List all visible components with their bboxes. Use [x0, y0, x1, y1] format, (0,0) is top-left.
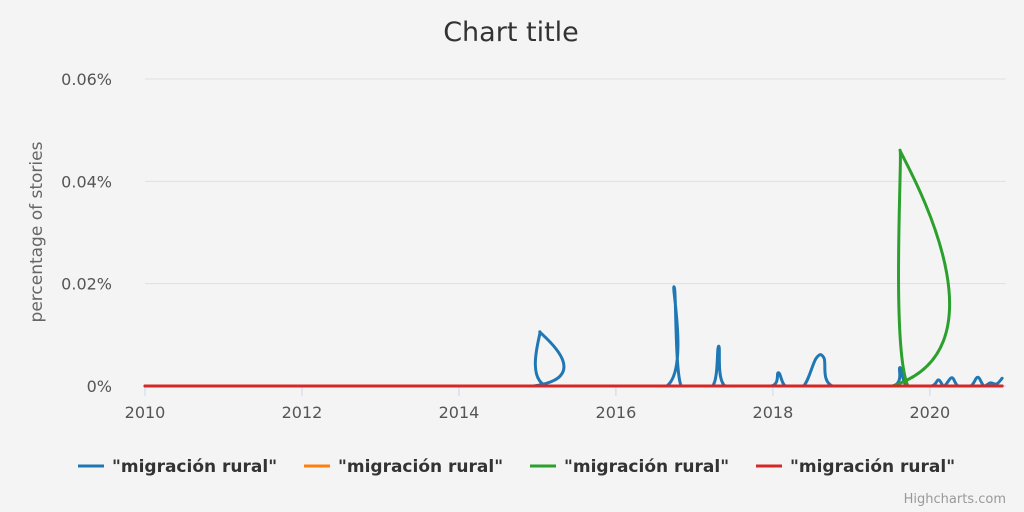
y-tick-label: 0.06% [61, 70, 112, 89]
y-tick-label: 0.02% [61, 275, 112, 294]
gridlines [145, 78, 1006, 387]
legend-item-2[interactable]: "migración rural" [304, 457, 503, 477]
credits-link[interactable]: Highcharts.com [904, 492, 1006, 507]
series-line-1[interactable] [143, 285, 1004, 388]
legend-label: "migración rural" [790, 457, 955, 477]
x-tick-label: 2018 [753, 403, 794, 422]
legend-label: "migración rural" [112, 457, 277, 477]
chart-title: Chart title [443, 17, 579, 48]
x-tick-label: 2012 [282, 403, 323, 422]
y-tick-label: 0% [87, 377, 112, 396]
y-axis-label: percentage of stories [27, 141, 47, 322]
legend-item-4[interactable]: "migración rural" [756, 457, 955, 477]
series-lines [143, 148, 1004, 388]
legend-item-1[interactable]: "migración rural" [78, 457, 277, 477]
x-tick-label: 2020 [910, 403, 951, 422]
legend-label: "migración rural" [338, 457, 503, 477]
legend-item-3[interactable]: "migración rural" [530, 457, 729, 477]
x-axis: 2010 2012 2014 2016 2018 2020 [125, 385, 1006, 422]
x-tick-label: 2010 [125, 403, 166, 422]
series-line-3[interactable] [143, 148, 1004, 388]
legend-label: "migración rural" [564, 457, 729, 477]
x-tick-label: 2014 [439, 403, 480, 422]
legend: "migración rural" "migración rural" "migra… [78, 457, 955, 477]
x-tick-label: 2016 [596, 403, 637, 422]
y-tick-label: 0.04% [61, 172, 112, 191]
y-axis-tick-labels: 0% 0.02% 0.04% 0.06% [61, 70, 112, 396]
